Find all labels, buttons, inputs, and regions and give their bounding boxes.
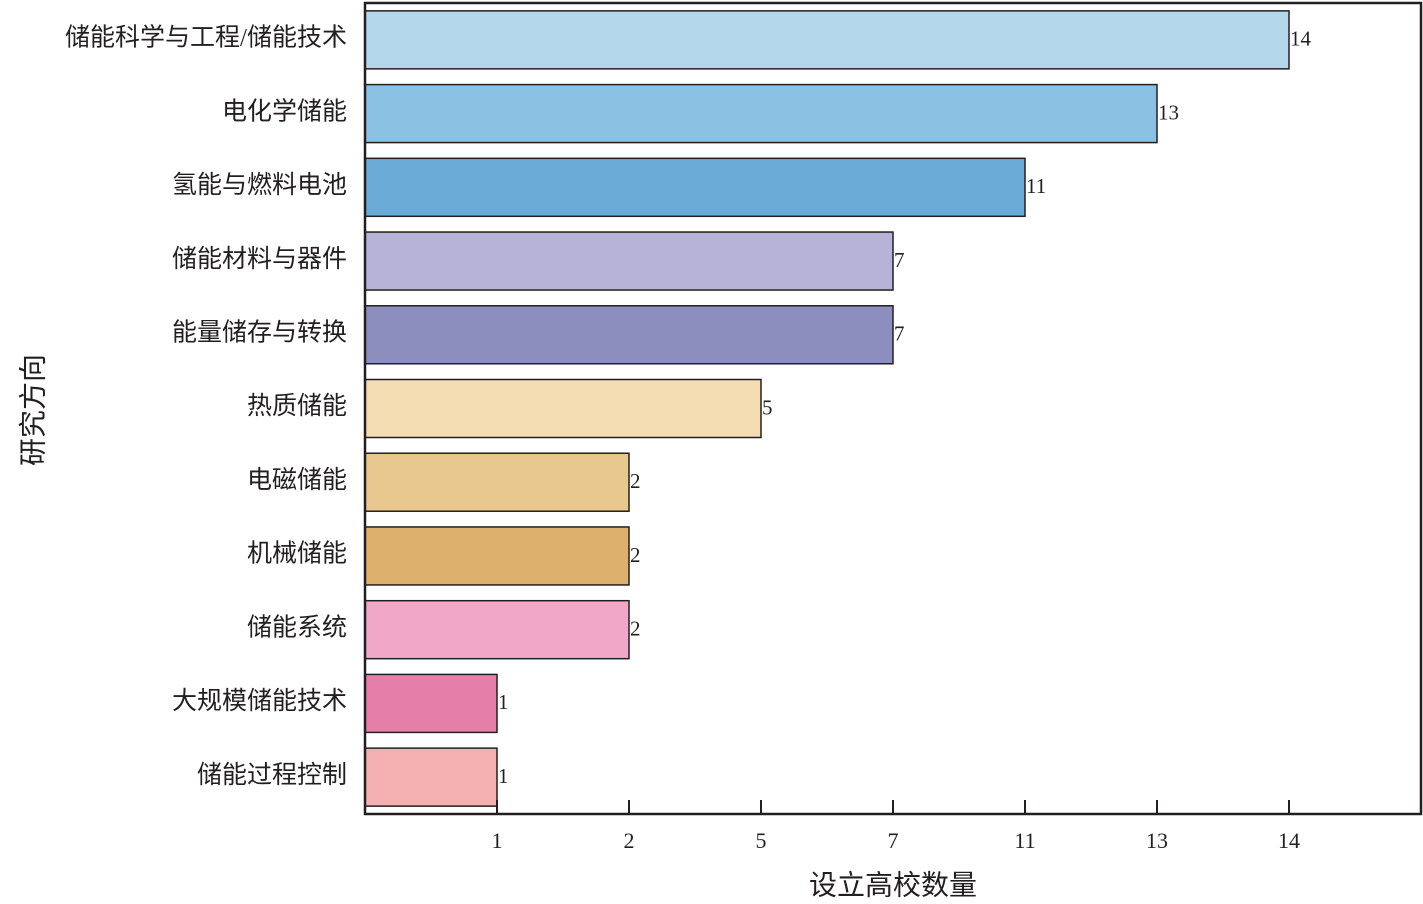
y-tick-label: 大规模储能技术 [172,687,347,715]
bar [364,673,498,734]
value-label: 11 [1026,174,1046,198]
y-tick-label: 储能科学与工程/储能技术 [65,24,347,52]
bar [364,452,630,512]
y-tick-label: 氢能与燃料电池 [172,171,347,199]
value-label: 2 [630,543,641,567]
x-tick-label: 7 [888,828,899,853]
value-label: 1 [498,690,509,714]
bar [364,305,894,365]
bar [364,10,1290,70]
bar [364,526,630,586]
x-tick-label: 11 [1014,828,1035,853]
x-tick-label: 13 [1146,828,1168,853]
x-axis-label: 设立高校数量 [809,869,977,901]
bar [364,157,1026,218]
value-label: 2 [630,616,641,640]
bar [364,378,762,439]
y-tick-label: 储能材料与器件 [172,245,347,273]
y-axis-label: 研究方向 [17,354,49,466]
y-tick-label: 能量储存与转换 [172,319,347,347]
y-tick-label: 机械储能 [247,540,347,568]
x-tick-label: 14 [1278,828,1300,853]
y-tick-label: 储能过程控制 [197,761,347,789]
y-tick-label: 储能系统 [247,613,347,641]
value-label: 7 [894,322,905,346]
x-tick-label: 5 [756,828,767,853]
bar [364,83,1158,144]
y-tick-label: 电化学储能 [222,97,347,125]
bar [364,231,894,291]
value-label: 2 [630,469,641,493]
y-tick-label: 热质储能 [247,392,347,420]
value-label: 5 [762,395,773,419]
value-label: 7 [894,248,905,272]
bar [364,599,630,660]
bar [364,747,498,807]
value-label: 1 [498,764,509,788]
x-tick-label: 2 [624,828,635,853]
x-tick-label: 1 [492,828,503,853]
value-label: 13 [1158,100,1179,124]
value-label: 14 [1290,27,1312,51]
y-tick-label: 电磁储能 [247,466,347,494]
